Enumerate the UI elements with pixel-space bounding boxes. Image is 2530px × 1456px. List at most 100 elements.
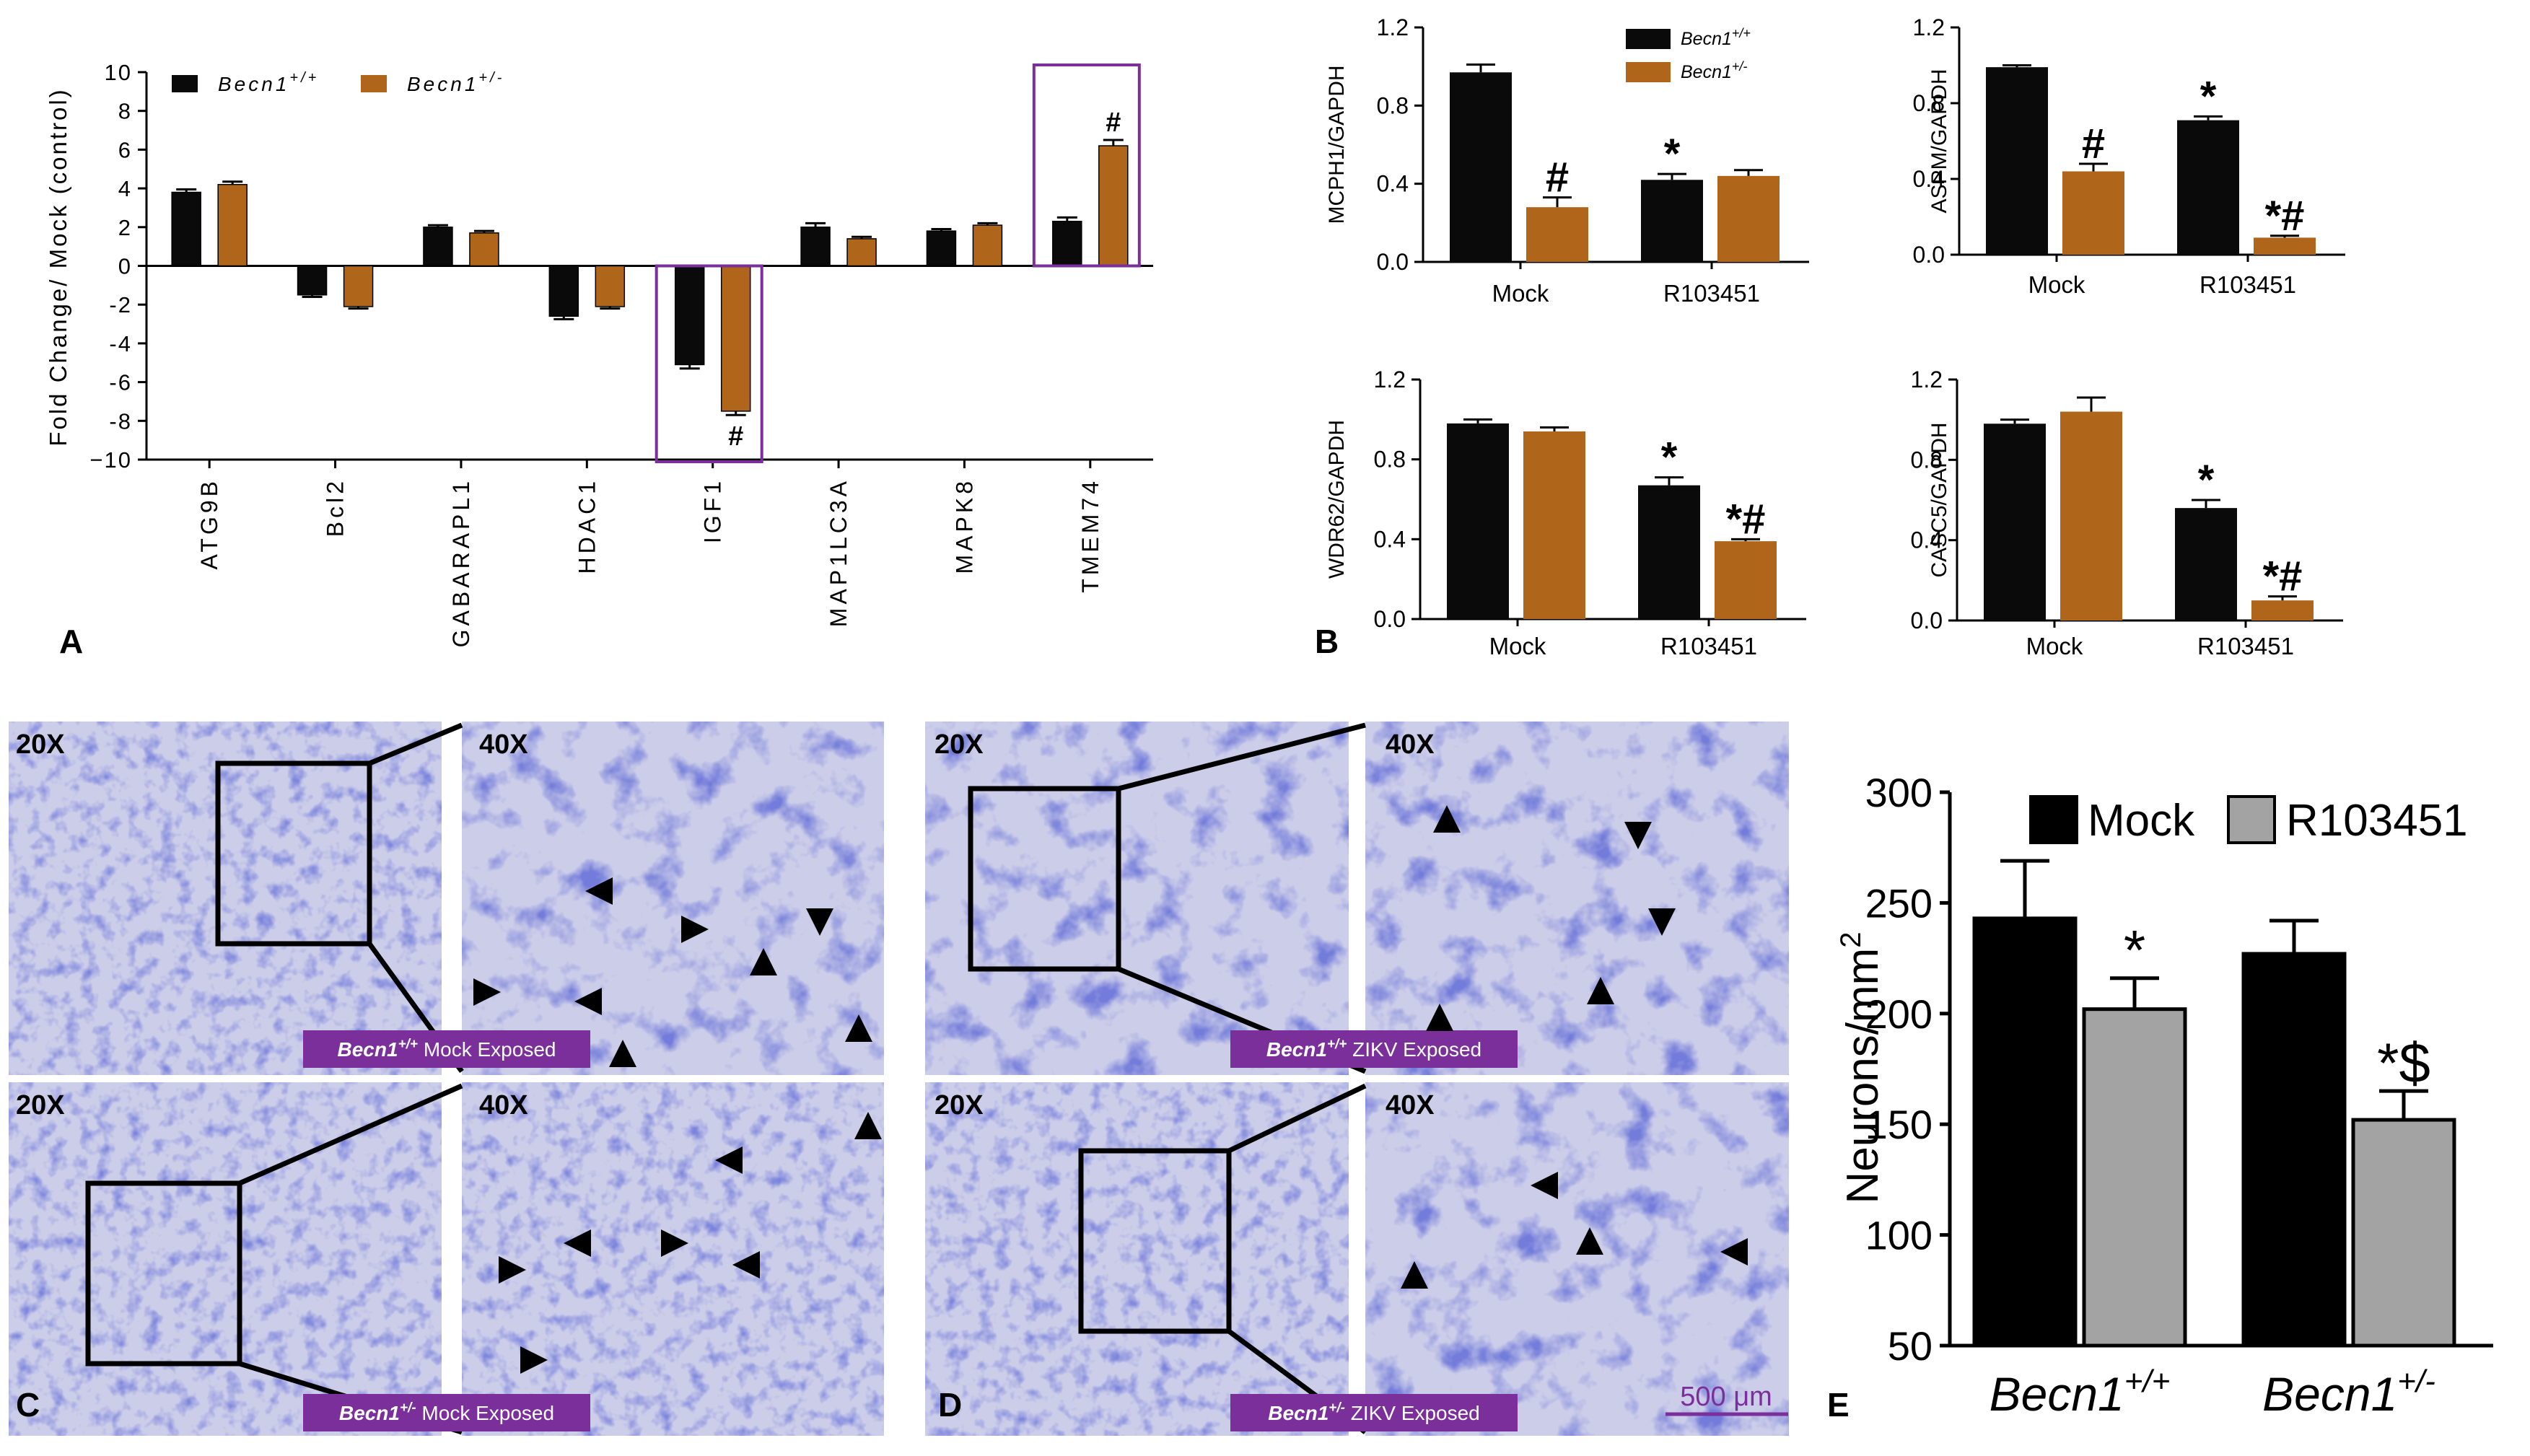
bar-wt	[800, 227, 831, 267]
arrowhead-marker	[585, 877, 613, 905]
legend-swatch-het	[361, 75, 387, 92]
bar-wt	[1984, 424, 2046, 620]
y-tick-label: 0.8	[1374, 447, 1406, 473]
significance-marker: *#	[1726, 496, 1766, 543]
micrograph-caption-gene: Becn1	[1268, 1402, 1329, 1424]
bar-r103451	[2082, 1007, 2187, 1348]
y-tick-label: 250	[1865, 880, 1932, 926]
panel-letter-c: C	[16, 1386, 40, 1424]
arrowhead-marker	[1648, 908, 1676, 936]
micrograph-caption-genotype: +/-	[400, 1400, 416, 1416]
significance-marker: *	[2198, 457, 2215, 504]
magnification-40x: 40X	[479, 729, 528, 760]
bar-wt	[926, 230, 957, 267]
y-tick-label: -8	[109, 408, 132, 434]
y-axis-title-base: Neurons/mm	[1838, 948, 1888, 1204]
bar-wt	[297, 265, 328, 296]
x-tick-label: R103451	[1660, 633, 1757, 659]
arrowhead-marker	[750, 948, 777, 975]
significance-marker: #	[728, 421, 743, 452]
bar-wt	[2175, 508, 2237, 620]
bar-het	[1523, 431, 1585, 619]
x-tick-label: Mock	[2028, 271, 2085, 298]
significance-marker: *#	[2263, 553, 2303, 600]
bar-het	[2251, 600, 2314, 620]
arrowhead-marker	[732, 1251, 760, 1279]
arrowhead-marker	[854, 1112, 882, 1139]
legend-label-het-sup: +/-	[1732, 59, 1748, 74]
bar-het	[595, 265, 626, 307]
x-tick-label: Mock	[2026, 633, 2083, 659]
arrowhead-marker	[1426, 1004, 1453, 1031]
arrowhead-marker	[1433, 805, 1461, 833]
bar-wt	[674, 265, 705, 366]
bar-het	[1526, 207, 1588, 262]
micrograph-caption: Becn1+/+ Mock Exposed	[338, 1037, 556, 1061]
panel-e-neuron-density-chart: 50100150200250300Neurons/mm2Becn1+/+*Bec…	[1835, 770, 2493, 1421]
y-tick-label: 300	[1865, 770, 1932, 815]
y-tick-label: 4	[118, 176, 132, 201]
bar-wt	[1450, 72, 1512, 263]
legend-label-wt-base: Becn1	[218, 73, 289, 95]
y-axis-title: MCPH1/GAPDH	[1325, 65, 1349, 224]
micrograph-caption: Becn1+/- Mock Exposed	[339, 1400, 554, 1424]
chart-B4: 0.0 0.4 0.8 1.2 CASC5/GAPDH Mock R103451 * *#	[1911, 367, 2343, 659]
micrograph-row-d0: 20X 40X Becn1+/+ ZIKV Exposed	[925, 722, 1789, 1075]
y-tick-label: 200	[1865, 991, 1932, 1037]
y-tick-label: 0.0	[1377, 249, 1409, 275]
bar-wt	[1447, 423, 1509, 619]
y-tick-label: 2	[118, 215, 132, 240]
legend-swatch-r103451	[2227, 795, 2276, 844]
significance-marker: *#	[2265, 193, 2305, 240]
micrograph-20x-texture	[9, 1082, 442, 1436]
micrograph-40x-texture	[462, 722, 884, 1075]
micrograph-caption-gene: Becn1	[1266, 1038, 1327, 1061]
chart-B1: 0.0 0.4 0.8 1.2 MCPH1/GAPDH Mock # R103451 * Becn…	[1325, 14, 1809, 307]
arrowhead-marker	[1401, 1261, 1428, 1289]
x-tick-label: Mock	[1489, 633, 1546, 659]
significance-marker: *	[2200, 73, 2217, 120]
panel-letter-e: E	[1827, 1386, 1850, 1424]
micrograph-caption: Becn1+/- ZIKV Exposed	[1268, 1400, 1480, 1424]
legend-swatch-wt	[1626, 29, 1671, 49]
y-tick-label: 0.4	[1377, 171, 1409, 197]
y-axis-title-sup: 2	[1835, 931, 1867, 947]
y-tick-label: 100	[1865, 1213, 1932, 1258]
bar-het	[2062, 171, 2124, 255]
bar-het	[720, 265, 751, 412]
x-tick-label: MAP1LC3A	[826, 478, 852, 627]
arrowhead-marker	[1576, 1227, 1603, 1255]
y-axis-title: WDR62/GAPDH	[1325, 420, 1349, 579]
magnification-40x: 40X	[479, 1090, 528, 1120]
y-tick-label: -6	[109, 370, 132, 395]
magnification-20x: 20X	[16, 1090, 65, 1120]
x-tick-label: Becn1+/-	[2262, 1364, 2435, 1421]
x-tick-label: HDAC1	[574, 478, 600, 574]
legend-swatch-mock	[2029, 795, 2078, 844]
chart-B3: 0.0 0.4 0.8 1.2 WDR62/GAPDH Mock R103451 * *#	[1325, 367, 1806, 659]
legend-label-wt-base: Becn1	[1681, 29, 1732, 49]
bar-wt	[171, 191, 201, 267]
x-tick-label: ATG9B	[196, 478, 222, 570]
zoom-connector	[368, 722, 463, 766]
x-tick-label: R103451	[2197, 633, 2294, 659]
y-tick-label: 0	[118, 254, 132, 279]
y-tick-label: 50	[1888, 1323, 1932, 1369]
bar-het	[2254, 237, 2316, 255]
legend-swatch-het	[1626, 62, 1671, 82]
micrograph-caption-bg	[303, 1394, 590, 1431]
x-tick-label: MAPK8	[951, 478, 977, 574]
arrowhead-marker	[499, 1256, 526, 1284]
bar-het	[1717, 175, 1780, 262]
y-tick-label: 0.8	[1911, 447, 1943, 473]
micrograph-caption-genotype: +/+	[1327, 1037, 1347, 1052]
arrowhead-marker	[681, 916, 709, 943]
micrograph-caption-genotype: +/-	[1329, 1400, 1345, 1416]
bar-mock	[2241, 952, 2347, 1348]
micrograph-caption-bg	[303, 1030, 590, 1068]
y-axis-title: Fold Change/ Mock (control)	[45, 87, 71, 446]
x-tick-label: TMEM74	[1077, 478, 1103, 593]
y-tick-label: 6	[118, 137, 132, 162]
significance-marker: *	[1661, 434, 1678, 481]
